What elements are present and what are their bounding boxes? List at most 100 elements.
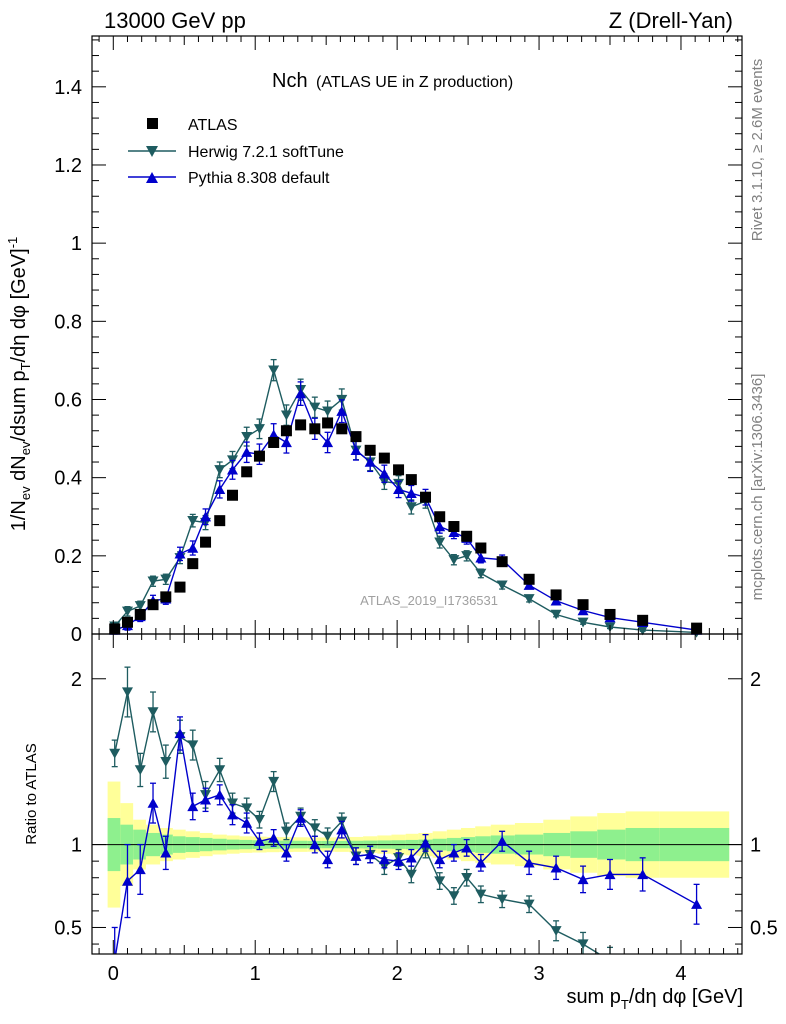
pythia-ratio-point	[378, 854, 390, 865]
legend: ATLAS Herwig 7.2.1 softTune Pythia 8.308…	[128, 117, 344, 187]
atlas-point	[637, 614, 649, 626]
herwig-ratio-point	[214, 765, 226, 776]
legend-label-pythia: Pythia 8.308 default	[188, 170, 330, 187]
pythia-ratio-point	[434, 854, 446, 865]
x-axis-label: sum pT/dη dφ [GeV]	[566, 986, 743, 1012]
pythia-point	[448, 527, 460, 538]
atlas-point	[420, 491, 432, 503]
herwig-point	[550, 609, 562, 620]
pythia-point	[475, 552, 487, 563]
pythia-point	[550, 595, 562, 606]
atlas-point	[378, 452, 390, 464]
y-tick-label: 1.2	[54, 155, 82, 177]
herwig-point	[268, 365, 280, 376]
herwig-ratio-point	[496, 894, 508, 905]
pythia-point	[200, 511, 212, 522]
atlas-point	[475, 542, 487, 554]
atlas-point	[434, 511, 446, 523]
pythia-point	[350, 445, 362, 455]
pythia-ratio-point	[280, 847, 292, 858]
atlas-point	[147, 599, 159, 611]
atlas-point	[134, 608, 146, 620]
pythia-point	[241, 447, 253, 457]
pythia-point	[295, 388, 307, 399]
herwig-ratio-point	[280, 826, 292, 837]
atlas-point	[295, 419, 307, 431]
pythia-ratio-point	[448, 847, 460, 858]
pythia-ratio-point	[187, 801, 199, 812]
pythia-ratio-point	[496, 836, 508, 846]
pythia-point	[268, 429, 280, 440]
pythia-ratio-point	[637, 869, 649, 880]
atlas-point	[187, 558, 199, 570]
herwig-ratio-point	[405, 869, 417, 880]
atlas-point	[577, 599, 589, 611]
pythia-ratio-point	[160, 847, 172, 858]
atlas-point	[523, 573, 535, 585]
pythia-point	[364, 456, 376, 467]
pythia-ratio-point	[253, 836, 265, 846]
mcplots-label: mcplots.cern.ch [arXiv:1306.3436]	[749, 374, 766, 601]
pythia-point	[227, 464, 239, 475]
pythia-point	[393, 484, 405, 495]
chart-title: Nch (ATLAS UE in Z production)	[272, 70, 513, 92]
axis-ticks: 0 1 2 3 4 0 0.2 0.4 0.6 0.8 1 1.2 1.4 0.5 0.5 1 1 2 2	[54, 36, 778, 985]
herwig-point	[434, 537, 446, 548]
atlas-point	[350, 431, 362, 443]
pythia-point	[174, 548, 186, 559]
herwig-ratio-point	[109, 748, 121, 759]
ratio-tick-label-left: 2	[71, 669, 82, 691]
legend-marker-atlas	[147, 118, 158, 129]
legend-marker-pythia	[146, 172, 158, 183]
herwig-point	[637, 625, 649, 636]
pythia-ratio-point	[350, 850, 362, 861]
atlas-point	[268, 436, 280, 448]
herwig-point	[121, 606, 133, 617]
pythia-ratio-point	[309, 839, 321, 850]
header-right: Z (Drell-Yan)	[609, 8, 733, 33]
herwig-ratio-point	[227, 798, 239, 809]
y-tick-label: 0.8	[54, 311, 82, 333]
pythia-ratio-point	[295, 812, 307, 823]
y-tick-label: 1	[71, 233, 82, 255]
pythia-ratio-point	[227, 809, 239, 820]
herwig-ratio-point	[134, 765, 146, 776]
atlas-point	[393, 464, 405, 476]
pythia-ratio-point	[200, 794, 212, 805]
pythia-ratio-point	[336, 824, 348, 835]
x-tick-label: 3	[533, 963, 544, 985]
ratio-y-axis-label: Ratio to ATLAS	[23, 743, 40, 844]
plot-frames	[91, 35, 743, 955]
atlas-point	[214, 515, 226, 527]
main-panel-series	[109, 358, 703, 638]
pythia-ratio-point	[134, 864, 146, 875]
herwig-point	[241, 431, 253, 442]
pythia-ratio-point	[121, 875, 133, 886]
atlas-point	[174, 581, 186, 593]
ratio-tick-label-right: 0.5	[750, 917, 778, 939]
pythia-ratio-point	[604, 869, 616, 880]
atlas-point	[364, 444, 376, 456]
herwig-point	[280, 410, 292, 421]
herwig-ratio-point	[309, 823, 321, 834]
y-tick-label: 0	[71, 624, 82, 646]
atlas-point	[405, 474, 417, 486]
pythia-ratio-point	[523, 857, 535, 868]
chart-title-sub: (ATLAS UE in Z production)	[316, 74, 513, 91]
herwig-point	[577, 617, 589, 628]
pythia-point	[523, 579, 535, 590]
pythia-ratio-point	[393, 855, 405, 866]
ratio-plot-frame	[91, 633, 743, 955]
ratio-tick-label-right: 1	[750, 835, 761, 857]
pythia-point	[434, 521, 446, 532]
pythia-point	[280, 437, 292, 448]
series-layer	[109, 358, 703, 966]
x-tick-label: 0	[108, 963, 119, 985]
herwig-ratio-point	[577, 939, 589, 950]
herwig-ratio-point	[550, 926, 562, 937]
pythia-point	[336, 405, 348, 416]
atlas-point	[109, 623, 121, 635]
pythia-ratio-point	[550, 862, 562, 873]
herwig-ratio-point	[605, 956, 616, 966]
atlas-point	[200, 536, 212, 548]
